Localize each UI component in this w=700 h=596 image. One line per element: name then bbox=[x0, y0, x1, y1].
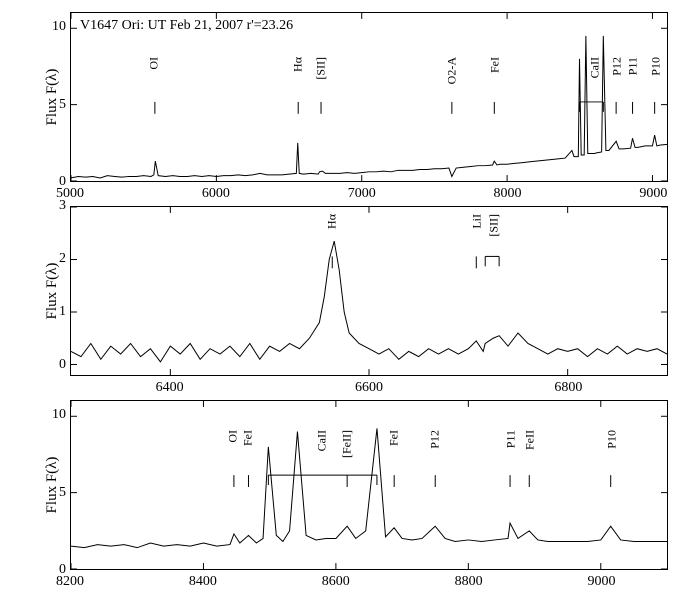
line-label: LiI bbox=[469, 214, 484, 229]
line-label: Hα bbox=[290, 57, 305, 72]
line-label: FeI bbox=[241, 430, 256, 446]
xtick-label: 7000 bbox=[348, 186, 376, 202]
panel-2-halpha-zoom: Flux F(λ) 6400660068000123HαLiI[SII] bbox=[70, 206, 668, 376]
xtick-label: 6800 bbox=[554, 380, 582, 396]
panel-1-full-spectrum: Flux F(λ) V1647 Ori: UT Feb 21, 2007 r'=… bbox=[70, 12, 668, 182]
line-label: [SII] bbox=[313, 57, 328, 80]
line-label: CaII bbox=[315, 430, 330, 451]
line-label: P10 bbox=[604, 430, 619, 449]
line-label: P10 bbox=[648, 57, 663, 76]
xtick-label: 6400 bbox=[156, 380, 184, 396]
line-label: FeI bbox=[387, 430, 402, 446]
spectrum-svg-3 bbox=[71, 401, 667, 569]
ytick-label: 3 bbox=[38, 198, 66, 214]
ytick-label: 0 bbox=[38, 174, 66, 190]
xtick-label: 8000 bbox=[494, 186, 522, 202]
line-label: OI bbox=[147, 57, 162, 70]
plot-title: V1647 Ori: UT Feb 21, 2007 r'=23.26 bbox=[80, 18, 293, 34]
line-label: P12 bbox=[428, 430, 443, 449]
ytick-label: 0 bbox=[38, 357, 66, 373]
xtick-label: 8600 bbox=[322, 574, 350, 590]
ytick-label: 5 bbox=[38, 485, 66, 501]
ytick-label: 0 bbox=[38, 562, 66, 578]
line-label: P12 bbox=[609, 57, 624, 76]
line-label: [FeII] bbox=[340, 430, 355, 458]
xtick-label: 6600 bbox=[355, 380, 383, 396]
plot-border-1 bbox=[70, 12, 668, 182]
line-label: CaII bbox=[588, 57, 603, 78]
plot-border-3 bbox=[70, 400, 668, 570]
spectrum-svg-1 bbox=[71, 13, 667, 181]
xtick-label: 9000 bbox=[588, 574, 616, 590]
spectrum-svg-2 bbox=[71, 207, 667, 375]
line-label: [SII] bbox=[486, 214, 501, 237]
line-label: P11 bbox=[626, 57, 641, 75]
xtick-label: 8800 bbox=[455, 574, 483, 590]
line-label: Hα bbox=[325, 214, 340, 229]
line-label: O2-A bbox=[445, 57, 460, 84]
line-label: P11 bbox=[503, 430, 518, 448]
plot-border-2 bbox=[70, 206, 668, 376]
ytick-label: 5 bbox=[38, 97, 66, 113]
line-label: OI bbox=[226, 430, 241, 443]
ytick-label: 10 bbox=[38, 19, 66, 35]
xtick-label: 8400 bbox=[189, 574, 217, 590]
ytick-label: 1 bbox=[38, 304, 66, 320]
panel-3-caii-zoom: Flux F(λ) 820084008600880090000510OIFeIC… bbox=[70, 400, 668, 570]
xtick-label: 9000 bbox=[639, 186, 667, 202]
ytick-label: 2 bbox=[38, 251, 66, 267]
line-label: FeI bbox=[487, 57, 502, 73]
line-label: FeII bbox=[522, 430, 537, 450]
xtick-label: 6000 bbox=[202, 186, 230, 202]
ytick-label: 10 bbox=[38, 407, 66, 423]
